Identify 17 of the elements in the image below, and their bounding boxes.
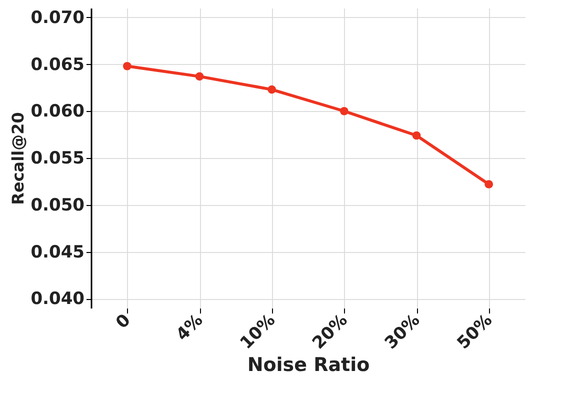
point — [412, 131, 421, 140]
point — [195, 72, 204, 81]
y-tick-label: 0.045 — [30, 242, 84, 262]
x-axis-title: Noise Ratio — [247, 354, 370, 376]
y-tick-label: 0.050 — [30, 195, 85, 216]
point — [122, 62, 132, 70]
y-tick-label: 0.070 — [30, 8, 85, 28]
y-tick-label: 0.055 — [30, 148, 84, 168]
point — [340, 106, 348, 116]
x-tick-label: 0 — [112, 310, 135, 333]
point — [484, 180, 494, 188]
point — [268, 85, 276, 94]
y-axis-title: Recall@20 — [8, 112, 28, 205]
y-tick-label: 0.065 — [30, 54, 84, 75]
y-tick-label: 0.040 — [30, 289, 85, 310]
y-tick-label: 0.060 — [30, 102, 85, 122]
x-tick-label: 4% — [172, 310, 208, 345]
